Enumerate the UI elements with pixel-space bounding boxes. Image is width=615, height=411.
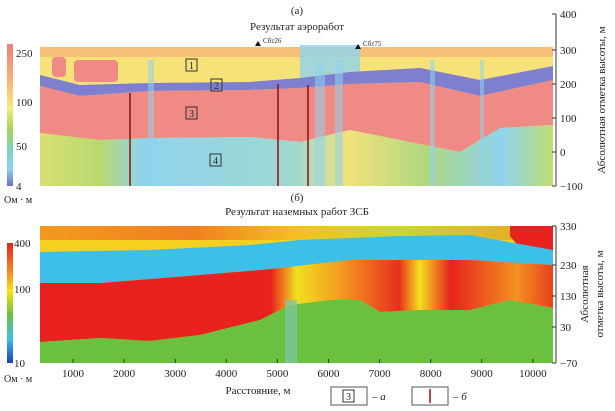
x-tick-label: 4000 [215, 368, 238, 380]
panel-a-title: Результат аэроработ [250, 21, 344, 33]
x-tick-label: 9000 [471, 368, 494, 380]
layer-label-box [185, 106, 198, 120]
panel-a-label: (а) [291, 5, 304, 17]
layer-label: 3 [189, 109, 194, 120]
layer-label: 4 [213, 156, 218, 167]
y-tick-label: −100 [560, 181, 583, 193]
vertical-anomaly [285, 300, 297, 363]
layer-label: 2 [214, 81, 219, 92]
cb-b-unit: Ом · м [4, 374, 33, 385]
vertical-anomaly [315, 60, 325, 186]
y-tick-label: 0 [560, 147, 566, 159]
panel-a-plot: Сбт26 Сбт75 1 2 3 4 [40, 37, 553, 186]
resistive-lens [74, 60, 118, 82]
x-tick-label: 5000 [266, 368, 289, 380]
x-tick-label: 10000 [519, 368, 547, 380]
y-tick-label: 100 [560, 113, 577, 125]
vertical-anomaly [335, 60, 343, 186]
layer-label-box [210, 78, 223, 92]
y-tick-label: −70 [560, 358, 578, 370]
layer-label: 1 [189, 61, 194, 72]
layer-label-box [185, 58, 198, 72]
well-marker-icon [355, 44, 361, 49]
cb-b-tick: 100 [14, 284, 31, 296]
x-tick-label: 8000 [420, 368, 443, 380]
layer-4 [40, 125, 553, 186]
vertical-anomaly [480, 60, 484, 186]
layer-3 [40, 80, 553, 152]
y-tick-label: 400 [560, 9, 577, 21]
panel-b-plot [40, 226, 553, 363]
panel-b-ylabel-1: Абсолютная [579, 265, 591, 322]
x-tick-label: 1000 [62, 368, 85, 380]
x-tick-label: 2000 [113, 368, 136, 380]
well-marker-icon [255, 41, 261, 46]
y-tick-label: 330 [560, 221, 577, 233]
panel-b-label: (б) [291, 192, 304, 204]
cb-b-tick: 400 [14, 238, 31, 250]
vertical-anomaly [148, 60, 154, 186]
cb-b-tick: 10 [14, 358, 26, 370]
panel-a-ylabel: Абсолютная отметка высоты, м [596, 26, 608, 173]
cb-a-tick: 50 [16, 141, 28, 153]
layer-1-top [40, 47, 553, 57]
vertical-anomaly [430, 60, 435, 186]
legend-a-label: – а [371, 391, 386, 403]
y-tick-label: 230 [560, 260, 577, 272]
well-label: Сбт26 [263, 37, 282, 45]
y-tick-label: 200 [560, 79, 577, 91]
layer-2 [40, 66, 553, 96]
y-tick-label: 300 [560, 45, 577, 57]
cb-a-tick: 100 [16, 97, 33, 109]
layer-label-box [209, 153, 222, 167]
well-label: Сбт75 [363, 40, 382, 48]
legend-b-label: – б [452, 391, 467, 403]
legend-a-box [330, 386, 368, 406]
cb-a-tick: 250 [16, 48, 33, 60]
y-tick-label: 130 [560, 291, 577, 303]
resistive-lens [52, 57, 66, 77]
panel-b-colorbar [7, 243, 13, 363]
panel-b-title: Результат наземных работ ЗСБ [225, 206, 369, 218]
y-tick-label: 30 [560, 322, 572, 334]
legend-a-symbol-text: 3 [346, 392, 351, 403]
cb-a-unit: Ом · м [4, 195, 33, 206]
cb-a-tick: 4 [16, 181, 22, 193]
panel-a-colorbar [7, 44, 13, 186]
conductive-layer [40, 235, 553, 283]
panel-b-ylabel-2: отметка высоты, м [594, 250, 606, 337]
legend-a-symbol [342, 389, 355, 403]
x-tick-label: 7000 [369, 368, 392, 380]
x-tick-label: 6000 [318, 368, 341, 380]
panel-b-xlabel: Расстояние, м [226, 385, 291, 397]
x-tick-label: 3000 [164, 368, 187, 380]
